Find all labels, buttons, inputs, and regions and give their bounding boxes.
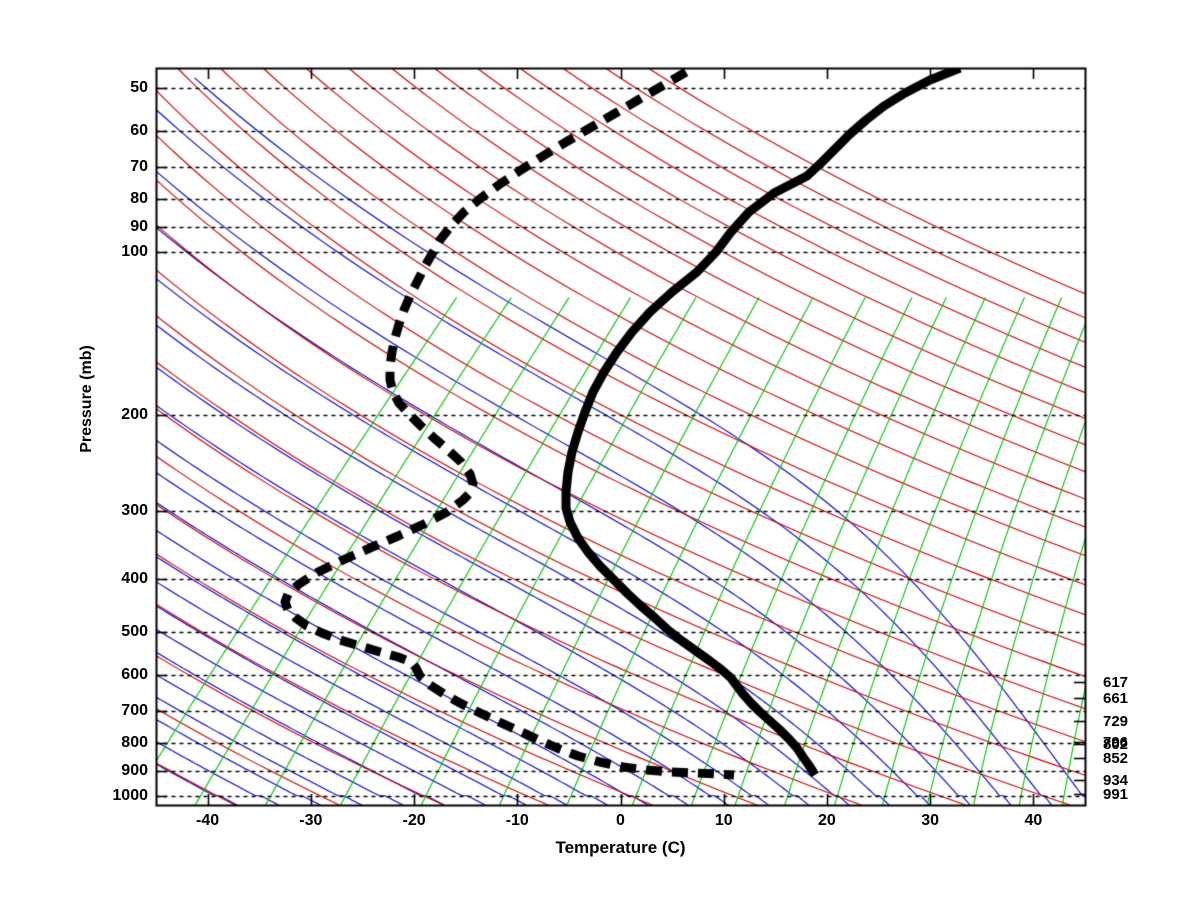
right-pressure-label-661: 661: [1103, 689, 1129, 707]
y-tick-900: 900: [121, 761, 148, 779]
x-tick-neg20: -20: [402, 812, 426, 829]
x-tick-10: 10: [714, 812, 733, 829]
x-axis-label: Temperature (C): [555, 838, 686, 857]
y-tick-70: 70: [130, 158, 148, 176]
y-tick-1000: 1000: [112, 786, 148, 804]
y-tick-300: 300: [121, 502, 148, 520]
y-tick-60: 60: [130, 121, 148, 139]
y-tick-90: 90: [130, 217, 148, 235]
y-tick-400: 400: [121, 570, 148, 588]
x-tick-neg10: -10: [505, 812, 529, 829]
y-tick-50: 50: [130, 78, 148, 96]
y-axis-tick-labels: 50 60 70 80 90 100 200 300 400 500 600 700 800 900 100…: [56, 0, 148, 900]
x-tick-20: 20: [818, 812, 836, 829]
right-pressure-label-991: 991: [1103, 785, 1129, 803]
x-tick-30: 30: [921, 812, 940, 829]
x-tick-40: 40: [1024, 812, 1043, 829]
x-tick-0: 0: [616, 812, 625, 829]
right-pressure-label-934: 934: [1103, 771, 1129, 789]
y-tick-80: 80: [130, 189, 148, 207]
y-tick-600: 600: [121, 665, 148, 683]
x-tick-neg40: -40: [196, 812, 220, 829]
y-tick-800: 800: [121, 733, 148, 751]
right-pressure-label-617: 617: [1103, 673, 1129, 691]
y-tick-500: 500: [121, 622, 148, 640]
y-tick-200: 200: [121, 406, 148, 424]
x-tick-neg30: -30: [299, 812, 323, 829]
right-pressure-label-796: 796: [1103, 733, 1129, 751]
right-pressure-label-852: 852: [1103, 749, 1129, 767]
right-pressure-label-729: 729: [1103, 713, 1129, 731]
right-pressure-label-802: 802: [1103, 735, 1129, 753]
y-tick-100: 100: [121, 242, 148, 260]
y-tick-700: 700: [121, 702, 148, 720]
